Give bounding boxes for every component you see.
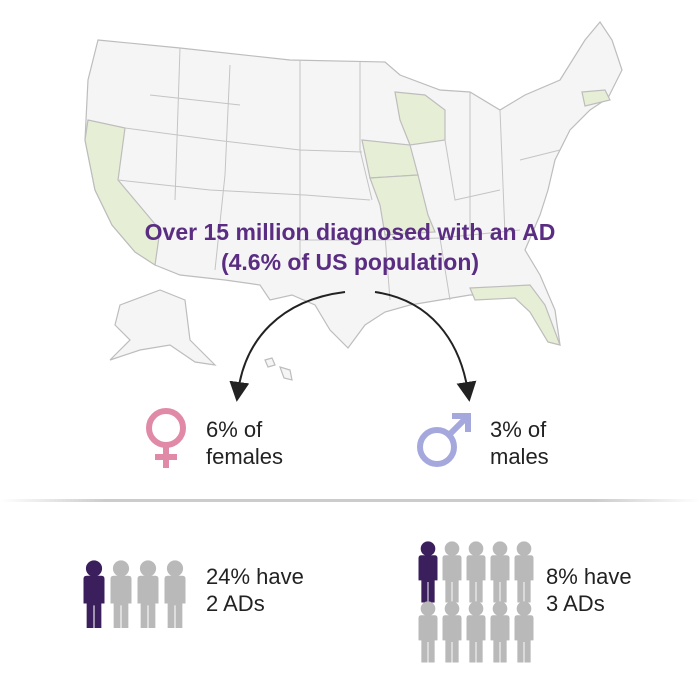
person-icon — [418, 555, 438, 603]
headline: Over 15 million diagnosed with an AD — [145, 219, 556, 245]
person-icon — [466, 615, 486, 663]
person-head — [85, 560, 103, 577]
male-symbol — [417, 413, 471, 467]
us-map — [84, 20, 623, 381]
female-stat: females — [206, 444, 283, 469]
person-icons — [83, 541, 534, 663]
person-head — [468, 541, 484, 557]
person-icon — [418, 615, 438, 663]
arrow — [374, 291, 477, 402]
person-head — [468, 601, 484, 617]
multi-stat: 8% have — [546, 564, 632, 589]
person-head — [492, 601, 508, 617]
multi-stat: 3 ADs — [546, 591, 605, 616]
headline-sub: (4.6% of US population) — [221, 249, 479, 275]
person-icon — [83, 575, 105, 629]
person-head — [516, 601, 532, 617]
person-head — [516, 541, 532, 557]
male-stat: 3% of — [490, 417, 547, 442]
multi-stat: 24% have — [206, 564, 304, 589]
person-head — [420, 601, 436, 617]
person-icon — [137, 575, 159, 629]
arrow — [229, 291, 346, 402]
person-head — [444, 541, 460, 557]
person-head — [112, 560, 130, 577]
person-icon — [442, 615, 462, 663]
person-icon — [514, 555, 534, 603]
female-stat: 6% of — [206, 417, 263, 442]
person-icon — [442, 555, 462, 603]
person-icon — [164, 575, 186, 629]
male-stat: males — [490, 444, 549, 469]
person-head — [444, 601, 460, 617]
multi-stat: 2 ADs — [206, 591, 265, 616]
person-head — [139, 560, 157, 577]
person-icon — [514, 615, 534, 663]
person-head — [420, 541, 436, 557]
person-icon — [466, 555, 486, 603]
person-head — [166, 560, 184, 577]
divider — [0, 499, 700, 502]
person-icon — [110, 575, 132, 629]
person-head — [492, 541, 508, 557]
person-icon — [490, 555, 510, 603]
female-symbol — [146, 408, 186, 468]
person-icon — [490, 615, 510, 663]
